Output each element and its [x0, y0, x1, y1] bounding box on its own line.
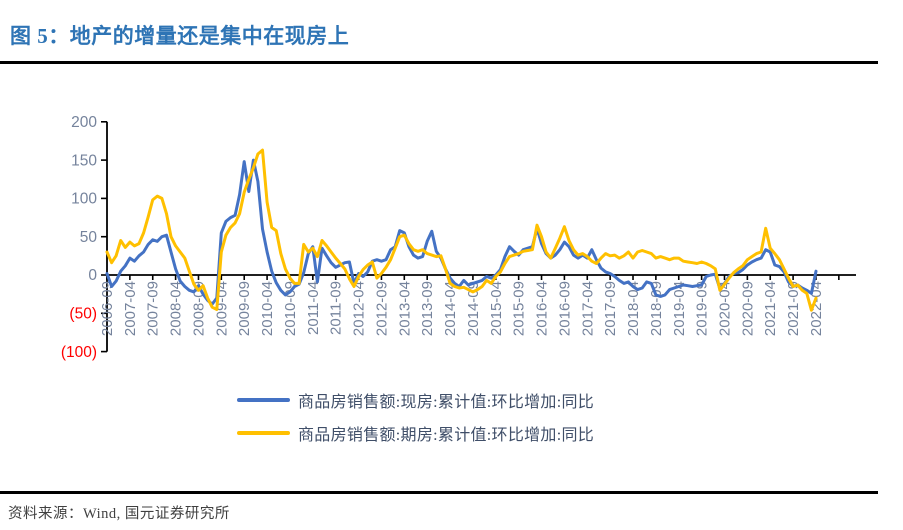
x-tick-label: 2018-09 [648, 281, 665, 336]
x-tick-label: 2008-04 [168, 281, 185, 336]
x-tick-label: 2015-04 [488, 281, 505, 336]
x-tick-label: 2014-09 [465, 281, 482, 336]
x-tick-label: 2018-04 [625, 281, 642, 336]
x-tick-label: 2014-04 [442, 281, 459, 336]
x-tick-label: 2006-09 [99, 281, 116, 336]
x-tick-label: 2020-04 [716, 281, 733, 336]
x-tick-label: 2010-04 [259, 281, 276, 336]
y-tick-label: (100) [61, 344, 97, 361]
legend-line-swatch-existing [237, 398, 290, 402]
x-tick-label: 2022-04 [808, 281, 825, 336]
legend-item-presale-homes: 商品房销售额:期房:累计值:环比增加:同比 [237, 422, 594, 444]
x-tick-label: 2011-09 [328, 281, 345, 335]
x-tick-label: 2007-09 [145, 281, 162, 336]
x-tick-label: 2012-09 [373, 281, 390, 336]
x-tick-label: 2013-04 [396, 281, 413, 336]
y-tick-label: 100 [71, 191, 97, 208]
legend-label-existing: 商品房销售额:现房:累计值:环比增加:同比 [298, 394, 595, 411]
series-line-presale-homes [105, 148, 818, 312]
x-tick-label: 2011-04 [305, 281, 322, 335]
x-tick-label: 2013-09 [419, 281, 436, 336]
series-line-existing-homes [105, 158, 818, 306]
footer-divider [0, 491, 878, 494]
x-tick-label: 2021-04 [762, 281, 779, 336]
legend-line-swatch-presale [237, 431, 290, 435]
title-divider [0, 61, 878, 64]
x-tick-label: 2019-04 [671, 281, 688, 336]
x-tick-label: 2020-09 [739, 281, 756, 336]
x-tick-label: 2012-04 [351, 281, 368, 336]
y-tick-label: 0 [88, 267, 97, 284]
x-tick-label: 2007-04 [122, 281, 139, 336]
source-note: 资料来源：Wind, 国元证券研究所 [8, 506, 230, 522]
x-tick-label: 2017-04 [579, 281, 596, 336]
x-tick-label: 2016-09 [556, 281, 573, 336]
x-tick-label: 2019-09 [694, 281, 711, 336]
legend-label-presale: 商品房销售额:期房:累计值:环比增加:同比 [298, 427, 595, 444]
x-tick-label: 2017-09 [602, 281, 619, 336]
legend-item-existing-homes: 商品房销售额:现房:累计值:环比增加:同比 [237, 389, 594, 411]
y-tick-label: 200 [71, 114, 97, 131]
x-tick-label: 2009-09 [236, 281, 253, 336]
chart-legend: 商品房销售额:现房:累计值:环比增加:同比 商品房销售额:期房:累计值:环比增加… [237, 389, 594, 444]
x-tick-label: 2015-09 [511, 281, 528, 336]
y-tick-label: (50) [69, 306, 97, 323]
x-tick-label: 2021-09 [785, 281, 802, 336]
y-tick-label: 150 [71, 152, 97, 169]
y-tick-label: 50 [80, 229, 98, 246]
x-tick-label: 2016-04 [534, 281, 551, 336]
figure-title: 图 5：地产的增量还是集中在现房上 [10, 24, 350, 48]
